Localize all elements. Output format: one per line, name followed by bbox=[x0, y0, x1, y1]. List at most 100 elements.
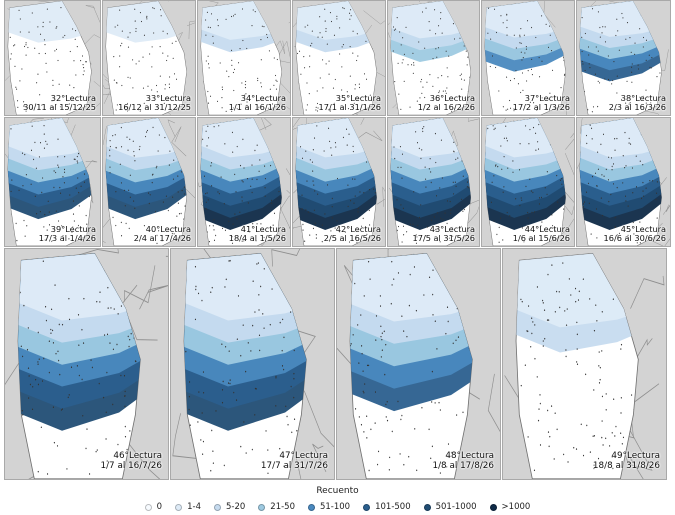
reading-number: 33°Lectura bbox=[145, 93, 191, 104]
district-heat-map bbox=[577, 118, 670, 246]
panel-label: 48°Lectura 1/8 al 17/8/26 bbox=[432, 451, 495, 471]
panel-label: 47°Lectura 17/7 al 31/7/26 bbox=[260, 451, 328, 471]
map-panel: 39°Lectura 17/3 al 1/4/26 bbox=[4, 117, 101, 247]
legend: Recuento 0 1-4 5-20 21-50 51-100 101-500 501-1… bbox=[0, 486, 675, 515]
reading-date-range: 1/1 al 16/1/26 bbox=[228, 102, 286, 113]
reading-number: 47°Lectura bbox=[279, 451, 328, 461]
map-panel: 34°Lectura 1/1 al 16/1/26 bbox=[197, 0, 291, 116]
district-heat-map bbox=[484, 118, 574, 246]
legend-item: 5-20 bbox=[213, 502, 246, 512]
reading-number: 39°Lectura bbox=[50, 224, 96, 235]
map-panel: 43°Lectura 17/5 al 31/5/26 bbox=[387, 117, 480, 247]
map-panel: 47°Lectura 17/7 al 31/7/26 bbox=[170, 248, 335, 480]
map-panel: 41°Lectura 18/4 al 1/5/26 bbox=[197, 117, 291, 247]
reading-number: 42°Lectura bbox=[335, 224, 381, 235]
reading-date-range: 2/3 al 16/3/26 bbox=[608, 102, 666, 113]
legend-swatch bbox=[175, 503, 183, 511]
legend-swatch bbox=[307, 503, 315, 511]
reading-number: 38°Lectura bbox=[620, 93, 666, 104]
reading-date-range: 2/4 al 17/4/26 bbox=[133, 233, 191, 244]
panel-label: 49°Lectura 18/8 al 31/8/26 bbox=[593, 451, 660, 471]
district-heat-map bbox=[198, 118, 290, 246]
reading-date-range: 18/4 al 1/5/26 bbox=[228, 233, 286, 244]
reading-date-range: 2/5 al 16/5/26 bbox=[323, 233, 381, 244]
map-panel: 40°Lectura 2/4 al 17/4/26 bbox=[102, 117, 196, 247]
map-panel: 36°Lectura 1/2 al 16/2/26 bbox=[387, 0, 480, 116]
map-panel: 49°Lectura 18/8 al 31/8/26 bbox=[502, 248, 667, 480]
reading-number: 37°Lectura bbox=[524, 93, 570, 104]
panel-label: 42°Lectura 2/5 al 16/5/26 bbox=[324, 225, 381, 243]
reading-date-range: 1/8 al 17/8/26 bbox=[432, 460, 495, 471]
map-panel: 46°Lectura 1/7 al 16/7/26 bbox=[4, 248, 169, 480]
district-heat-map bbox=[388, 1, 472, 115]
panel-label: 44°Lectura 1/6 al 15/6/26 bbox=[513, 225, 570, 243]
legend-item: 501-1000 bbox=[423, 502, 477, 512]
legend-label: 0 bbox=[156, 502, 163, 512]
panel-label: 46°Lectura 1/7 al 16/7/26 bbox=[100, 451, 163, 471]
panel-label: 40°Lectura 2/4 al 17/4/26 bbox=[134, 225, 191, 243]
reading-date-range: 1/2 al 16/2/26 bbox=[417, 102, 475, 113]
panel-label: 45°Lectura 16/6 al 30/6/26 bbox=[604, 225, 666, 243]
reading-number: 46°Lectura bbox=[113, 451, 162, 461]
district-heat-map bbox=[172, 249, 334, 479]
reading-date-range: 17/2 al 1/3/26 bbox=[512, 102, 570, 113]
legend-item: 51-100 bbox=[307, 502, 351, 512]
panel-label: 43°Lectura 17/5 al 31/5/26 bbox=[413, 225, 475, 243]
district-heat-map bbox=[5, 1, 100, 115]
panel-label: 37°Lectura 17/2 al 1/3/26 bbox=[513, 94, 570, 112]
panel-label: 38°Lectura 2/3 al 16/3/26 bbox=[609, 94, 666, 112]
reading-number: 35°Lectura bbox=[335, 93, 381, 104]
reading-number: 48°Lectura bbox=[445, 451, 494, 461]
legend-label: 21-50 bbox=[270, 502, 295, 512]
reading-date-range: 16/6 al 30/6/26 bbox=[603, 233, 666, 244]
panel-label: 33°Lectura 16/12 al 31/12/25 bbox=[118, 94, 191, 112]
reading-number: 44°Lectura bbox=[524, 224, 570, 235]
reading-number: 32°Lectura bbox=[50, 93, 96, 104]
panel-label: 34°Lectura 1/1 al 16/1/26 bbox=[229, 94, 286, 112]
reading-number: 40°Lectura bbox=[145, 224, 191, 235]
reading-number: 49°Lectura bbox=[611, 451, 660, 461]
legend-title: Recuento bbox=[316, 486, 359, 496]
legend-item: 101-500 bbox=[363, 502, 411, 512]
reading-date-range: 30/11 al 15/12/25 bbox=[23, 102, 96, 113]
panel-label: 32°Lectura 30/11 al 15/12/25 bbox=[23, 94, 96, 112]
district-heat-map bbox=[337, 249, 500, 479]
district-heat-map bbox=[5, 118, 98, 246]
legend-label: 5-20 bbox=[225, 502, 246, 512]
legend-item: 0 bbox=[144, 502, 163, 512]
legend-label: 501-1000 bbox=[435, 502, 477, 512]
map-panel: 44°Lectura 1/6 al 15/6/26 bbox=[481, 117, 575, 247]
reading-number: 41°Lectura bbox=[240, 224, 286, 235]
district-heat-map bbox=[389, 118, 479, 246]
legend-swatch bbox=[213, 503, 221, 511]
district-heat-map bbox=[5, 249, 168, 479]
district-heat-map bbox=[200, 1, 290, 115]
map-panel: 45°Lectura 16/6 al 30/6/26 bbox=[576, 117, 671, 247]
reading-date-range: 17/5 al 31/5/26 bbox=[412, 233, 475, 244]
district-heat-map bbox=[103, 1, 195, 115]
district-heat-map bbox=[484, 1, 568, 115]
district-heat-map bbox=[293, 1, 385, 115]
legend-swatch bbox=[258, 503, 266, 511]
map-panel: 48°Lectura 1/8 al 17/8/26 bbox=[336, 248, 501, 480]
legend-swatch bbox=[489, 503, 497, 511]
reading-number: 36°Lectura bbox=[429, 93, 475, 104]
map-panel: 32°Lectura 30/11 al 15/12/25 bbox=[4, 0, 101, 116]
panel-label: 36°Lectura 1/2 al 16/2/26 bbox=[418, 94, 475, 112]
reading-date-range: 17/3 al 1/4/26 bbox=[38, 233, 96, 244]
map-panel: 37°Lectura 17/2 al 1/3/26 bbox=[481, 0, 575, 116]
legend-label: 101-500 bbox=[375, 502, 411, 512]
legend-label: 1-4 bbox=[187, 502, 201, 512]
legend-swatch bbox=[423, 503, 431, 511]
reading-date-range: 16/12 al 31/12/25 bbox=[118, 102, 191, 113]
panel-label: 39°Lectura 17/3 al 1/4/26 bbox=[39, 225, 96, 243]
legend-swatch bbox=[144, 503, 152, 511]
legend-label: 51-100 bbox=[319, 502, 351, 512]
panel-label: 41°Lectura 18/4 al 1/5/26 bbox=[229, 225, 286, 243]
map-panel: 35°Lectura 17/1 al 31/1/26 bbox=[292, 0, 386, 116]
legend-item: 1-4 bbox=[175, 502, 201, 512]
reading-date-range: 17/7 al 31/7/26 bbox=[260, 460, 328, 471]
reading-date-range: 1/7 al 16/7/26 bbox=[100, 460, 163, 471]
reading-date-range: 1/6 al 15/6/26 bbox=[512, 233, 570, 244]
